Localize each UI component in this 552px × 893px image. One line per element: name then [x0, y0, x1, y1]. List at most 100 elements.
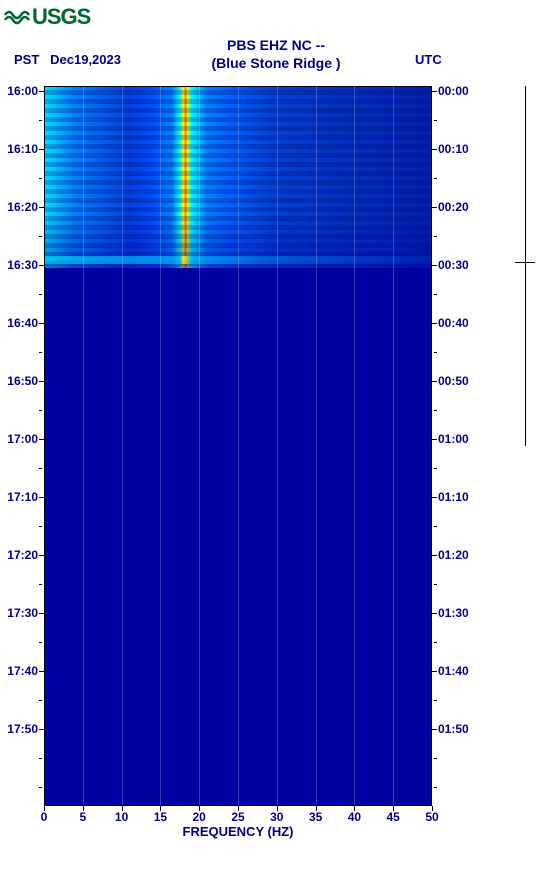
y-major-tick: [39, 149, 44, 150]
y-label-right: 00:00: [438, 84, 469, 98]
date-label: Dec19,2023: [50, 52, 121, 67]
y-minor-tick: [39, 178, 42, 179]
y-major-tick: [432, 439, 437, 440]
x-tick-label: 15: [154, 810, 167, 824]
gridline: [316, 86, 317, 806]
y-minor-tick: [434, 352, 437, 353]
gridline: [393, 86, 394, 806]
plot-border-right: [431, 86, 432, 806]
gridline: [199, 86, 200, 806]
y-label-left: 16:30: [7, 258, 38, 272]
y-label-left: 17:00: [7, 432, 38, 446]
y-minor-tick: [434, 787, 437, 788]
x-tick-label: 50: [425, 810, 438, 824]
y-label-left: 16:40: [7, 316, 38, 330]
y-label-left: 17:10: [7, 490, 38, 504]
x-tick-label: 25: [231, 810, 244, 824]
y-major-tick: [39, 555, 44, 556]
y-minor-tick: [434, 584, 437, 585]
gridline: [238, 86, 239, 806]
y-major-tick: [39, 671, 44, 672]
gridline: [354, 86, 355, 806]
x-tick-label: 5: [79, 810, 86, 824]
x-tick-label: 0: [41, 810, 48, 824]
y-major-tick: [432, 207, 437, 208]
y-minor-tick: [434, 526, 437, 527]
y-label-left: 16:00: [7, 84, 38, 98]
y-major-tick: [39, 207, 44, 208]
plot-border-left: [44, 86, 45, 806]
usgs-logo: USGS: [4, 4, 90, 30]
gridline: [83, 86, 84, 806]
y-label-left: 16:50: [7, 374, 38, 388]
y-label-left: 17:20: [7, 548, 38, 562]
logo-text: USGS: [32, 4, 90, 30]
y-major-tick: [39, 381, 44, 382]
y-major-tick: [39, 265, 44, 266]
y-minor-tick: [39, 758, 42, 759]
gridline: [122, 86, 123, 806]
gridline: [160, 86, 161, 806]
y-minor-tick: [39, 526, 42, 527]
y-minor-tick: [39, 700, 42, 701]
y-major-tick: [432, 613, 437, 614]
spectrogram-plot: 16:0000:0016:1000:1016:2000:2016:3000:30…: [44, 86, 432, 806]
y-major-tick: [432, 381, 437, 382]
y-label-right: 01:10: [438, 490, 469, 504]
y-minor-tick: [39, 584, 42, 585]
y-minor-tick: [434, 410, 437, 411]
x-tick-label: 10: [115, 810, 128, 824]
side-scale-line: [525, 86, 526, 446]
y-label-right: 01:20: [438, 548, 469, 562]
x-tick-label: 30: [270, 810, 283, 824]
y-label-right: 01:30: [438, 606, 469, 620]
y-label-left: 16:10: [7, 142, 38, 156]
y-major-tick: [432, 149, 437, 150]
x-axis-title: FREQUENCY (HZ): [44, 824, 432, 839]
y-minor-tick: [39, 468, 42, 469]
y-label-right: 00:40: [438, 316, 469, 330]
y-minor-tick: [39, 352, 42, 353]
y-major-tick: [432, 265, 437, 266]
y-minor-tick: [39, 410, 42, 411]
left-tz: PST: [14, 52, 39, 67]
side-scale-tick: [515, 262, 535, 263]
x-tick-label: 40: [348, 810, 361, 824]
y-label-right: 00:10: [438, 142, 469, 156]
y-label-right: 01:00: [438, 432, 469, 446]
y-minor-tick: [39, 294, 42, 295]
y-label-right: 00:20: [438, 200, 469, 214]
x-tick-label: 20: [193, 810, 206, 824]
y-major-tick: [432, 323, 437, 324]
left-tz-block: PST Dec19,2023: [14, 52, 121, 67]
y-major-tick: [432, 729, 437, 730]
y-major-tick: [39, 439, 44, 440]
y-minor-tick: [434, 178, 437, 179]
y-label-right: 01:40: [438, 664, 469, 678]
y-minor-tick: [39, 120, 42, 121]
y-minor-tick: [39, 642, 42, 643]
y-major-tick: [39, 729, 44, 730]
y-label-right: 00:50: [438, 374, 469, 388]
y-minor-tick: [434, 236, 437, 237]
y-label-left: 17:40: [7, 664, 38, 678]
y-label-right: 00:30: [438, 258, 469, 272]
y-label-left: 17:50: [7, 722, 38, 736]
y-major-tick: [432, 555, 437, 556]
x-tick-label: 35: [309, 810, 322, 824]
y-label-left: 17:30: [7, 606, 38, 620]
y-major-tick: [39, 497, 44, 498]
y-major-tick: [432, 497, 437, 498]
y-major-tick: [39, 613, 44, 614]
y-major-tick: [432, 671, 437, 672]
y-minor-tick: [434, 758, 437, 759]
gridline: [277, 86, 278, 806]
y-minor-tick: [434, 294, 437, 295]
y-major-tick: [39, 323, 44, 324]
y-minor-tick: [434, 642, 437, 643]
y-major-tick: [39, 91, 44, 92]
right-tz: UTC: [415, 52, 442, 67]
y-label-right: 01:50: [438, 722, 469, 736]
y-minor-tick: [39, 787, 42, 788]
y-minor-tick: [434, 120, 437, 121]
